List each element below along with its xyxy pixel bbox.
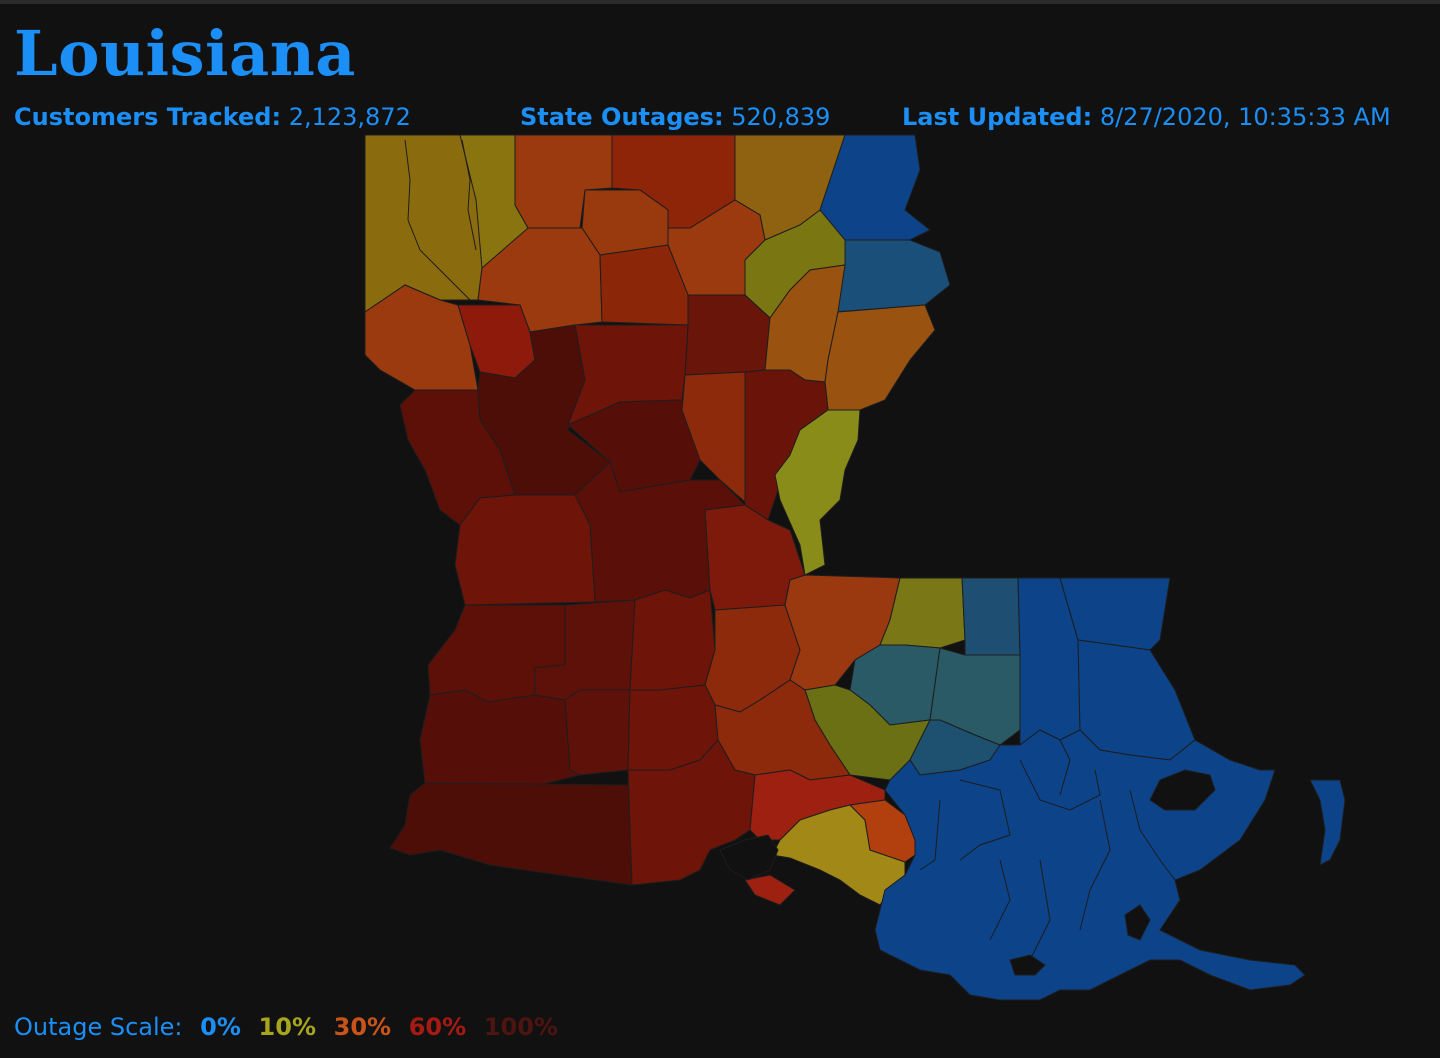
parish-region[interactable] (834, 239, 951, 313)
last-updated-value: 8/27/2020, 10:35:33 AM (1099, 103, 1391, 131)
legend-item-100: 100% (483, 1013, 558, 1041)
legend-item-30: 30% (333, 1013, 392, 1041)
parish-region[interactable] (389, 782, 633, 886)
lake-shape (719, 834, 779, 881)
parish-boundary (919, 739, 1176, 961)
outage-scale-label: Outage Scale: (14, 1013, 183, 1041)
parish-region[interactable] (419, 689, 582, 786)
parish-region[interactable] (629, 589, 716, 691)
parish-region[interactable] (1309, 779, 1346, 866)
last-updated-stat: Last Updated: 8/27/2020, 10:35:33 AM (902, 100, 1391, 134)
state-outages-stat: State Outages: 520,839 (520, 100, 830, 134)
parish-region[interactable] (1059, 577, 1171, 651)
parish-region[interactable] (564, 689, 631, 776)
parish-region[interactable] (454, 494, 596, 606)
parish-region[interactable] (774, 409, 861, 576)
page-title: Louisiana (14, 17, 356, 90)
customers-tracked-label: Customers Tracked: (14, 103, 282, 131)
lake-shape (1149, 769, 1216, 811)
outage-scale-legend: Outage Scale: 0% 10% 30% 60% 100% (14, 1010, 568, 1044)
parish-boundary (404, 139, 471, 301)
parish-region[interactable] (364, 284, 479, 391)
state-outages-label: State Outages: (520, 103, 724, 131)
parish-region[interactable] (824, 304, 936, 411)
parish-region[interactable] (684, 294, 771, 376)
state-outages-value: 520,839 (731, 103, 831, 131)
lake-shape (1124, 904, 1151, 941)
parish-region[interactable] (477, 227, 603, 333)
parish-boundary (461, 139, 477, 251)
legend-item-0: 0% (200, 1013, 241, 1041)
parish-region[interactable] (784, 574, 901, 691)
legend-item-60: 60% (408, 1013, 467, 1041)
legend-item-10: 10% (258, 1013, 316, 1041)
lake-shape (1009, 954, 1046, 976)
last-updated-label: Last Updated: (902, 103, 1093, 131)
parish-region[interactable] (1077, 639, 1196, 761)
top-border (0, 0, 1440, 4)
parish-region[interactable] (744, 874, 796, 906)
customers-tracked-stat: Customers Tracked: 2,123,872 (14, 100, 411, 134)
customers-tracked-value: 2,123,872 (288, 103, 411, 131)
parish-region[interactable] (961, 577, 1021, 656)
